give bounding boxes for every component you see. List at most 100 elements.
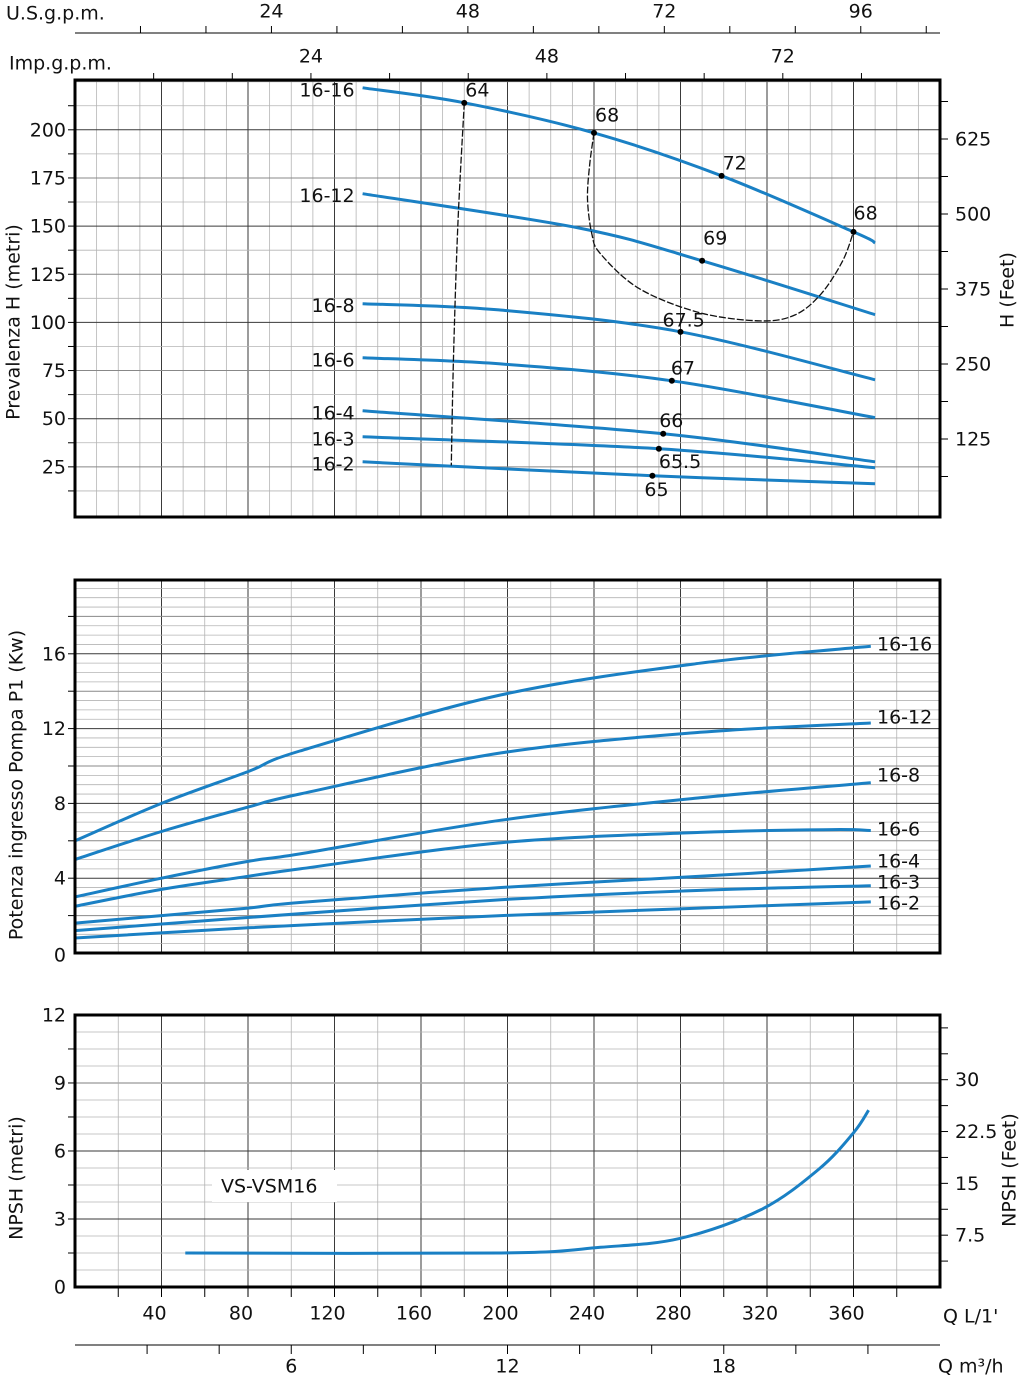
m3h-tick-label: 12 <box>495 1356 519 1378</box>
efficiency-label: 68 <box>595 104 619 126</box>
impgpm-tick-label: 72 <box>771 46 795 68</box>
impgpm-axis-title: Imp.g.p.m. <box>9 53 112 75</box>
left-axis-label: 16 <box>42 643 66 665</box>
series-label: 16-8 <box>877 765 920 787</box>
right-axis-label: 15 <box>955 1173 979 1195</box>
right-axis-label: 22.5 <box>955 1121 997 1143</box>
y-axis-title: Potenza ingresso Pompa P1 (Kw) <box>6 630 28 940</box>
curve-16-8 <box>362 302 876 382</box>
left-axis-label: 3 <box>54 1208 66 1230</box>
left-axis-label: 50 <box>42 408 66 430</box>
left-axis-label: 12 <box>42 718 66 740</box>
usgpm-axis-title: U.S.g.p.m. <box>6 3 105 25</box>
curve-16-12 <box>74 721 871 861</box>
usgpm-tick-label: 72 <box>652 1 676 23</box>
grids <box>75 80 940 1287</box>
y-axis-title: NPSH (metri) <box>6 1116 28 1240</box>
curve-16-3 <box>362 435 876 470</box>
efficiency-label: 64 <box>465 79 489 101</box>
curve-16-6 <box>74 828 871 908</box>
curve-16-3 <box>74 884 871 933</box>
lmin-tick-label: 120 <box>309 1303 345 1325</box>
right-axis-label: 625 <box>955 129 991 151</box>
right-axis-label: 125 <box>955 429 991 451</box>
curve-16-16 <box>74 644 871 843</box>
left-axis-label: 12 <box>42 1005 66 1027</box>
right-axis-label: 7.5 <box>955 1225 985 1247</box>
left-axis-label: 125 <box>30 264 66 286</box>
series-label: 16-3 <box>877 872 920 894</box>
efficiency-label: 65 <box>644 479 668 501</box>
lmin-tick-label: 80 <box>229 1303 253 1325</box>
efficiency-point <box>699 257 706 264</box>
usgpm-tick-label: 24 <box>259 1 283 23</box>
left-axis-label: 4 <box>54 868 66 890</box>
model-annotation: VS-VSM16 <box>221 1176 317 1198</box>
curve-16-4 <box>74 864 871 925</box>
efficiency-label: 72 <box>723 152 747 174</box>
efficiency-point <box>668 377 675 384</box>
left-axis-label: 175 <box>30 167 66 189</box>
efficiency-label: 67.5 <box>663 309 705 331</box>
series-label: 16-16 <box>299 79 354 101</box>
series-label: 16-12 <box>877 707 932 729</box>
right-axis-label: 375 <box>955 279 991 301</box>
lmin-tick-label: 360 <box>828 1303 864 1325</box>
series-label: 16-8 <box>311 295 354 317</box>
efficiency-label: 65.5 <box>659 451 701 473</box>
left-axis-label: 0 <box>54 1277 66 1299</box>
efficiency-label: 67 <box>671 357 695 379</box>
left-axis-label: 8 <box>54 793 66 815</box>
efficiency-label: 69 <box>703 227 727 249</box>
series-label: 16-16 <box>877 634 932 656</box>
efficiency-point <box>850 228 857 235</box>
series-label: 16-2 <box>877 893 920 915</box>
left-axis-label: 9 <box>54 1072 66 1094</box>
lmin-tick-label: 240 <box>569 1303 605 1325</box>
right-axis-label: 30 <box>955 1069 979 1091</box>
annotation-background <box>212 1170 337 1202</box>
curve-16-6 <box>362 356 876 420</box>
lmin-tick-label: 40 <box>142 1303 166 1325</box>
series-label: 16-3 <box>311 428 354 450</box>
series-label: 16-2 <box>311 453 354 475</box>
y-axis-title: Prevalenza H (metri) <box>3 224 25 420</box>
lmin-tick-label: 320 <box>742 1303 778 1325</box>
left-axis-label: 6 <box>54 1140 66 1162</box>
m3h-tick-label: 18 <box>712 1356 736 1378</box>
efficiency-point <box>718 172 725 179</box>
efficiency-point <box>461 99 468 106</box>
right-axis-label: 500 <box>955 204 991 226</box>
efficiency-line-64 <box>450 102 465 466</box>
impgpm-tick-label: 48 <box>535 46 559 68</box>
m3h-axis-title: Q m³/h <box>938 1356 1004 1378</box>
series-label: 16-6 <box>311 349 354 371</box>
efficiency-point <box>660 430 667 437</box>
series-label: 16-4 <box>877 851 920 873</box>
y-axis-title-right: NPSH (Feet) <box>999 1113 1021 1227</box>
y-axis-title-right: H (Feet) <box>997 252 1019 328</box>
lmin-tick-label: 200 <box>482 1303 518 1325</box>
efficiency-point <box>677 328 684 335</box>
curve-16-8 <box>74 781 871 899</box>
curves <box>74 86 876 1255</box>
usgpm-tick-label: 48 <box>456 1 480 23</box>
series-label: 16-12 <box>299 185 354 207</box>
axes: 2550751001251501752000481216036912Preval… <box>3 1 1021 1378</box>
left-axis-label: 0 <box>54 945 66 967</box>
m3h-tick-label: 6 <box>285 1356 297 1378</box>
curve-16-2 <box>74 900 871 940</box>
efficiency-line-68 <box>586 132 855 322</box>
labels: 64 68 72 68 69 67.5 67 66 65.5 65 16-16 16-12 16-8 16… <box>212 79 932 1202</box>
curve-16-12 <box>362 192 876 317</box>
efficiency-label: 68 <box>854 202 878 224</box>
curve-16-4 <box>362 409 876 464</box>
lmin-tick-label: 280 <box>655 1303 691 1325</box>
impgpm-tick-label: 24 <box>299 46 323 68</box>
lmin-axis-title: Q L/1' <box>943 1306 998 1328</box>
lmin-tick-label: 160 <box>396 1303 432 1325</box>
right-axis-label: 250 <box>955 354 991 376</box>
efficiency-point <box>649 472 656 479</box>
left-axis-label: 100 <box>30 312 66 334</box>
